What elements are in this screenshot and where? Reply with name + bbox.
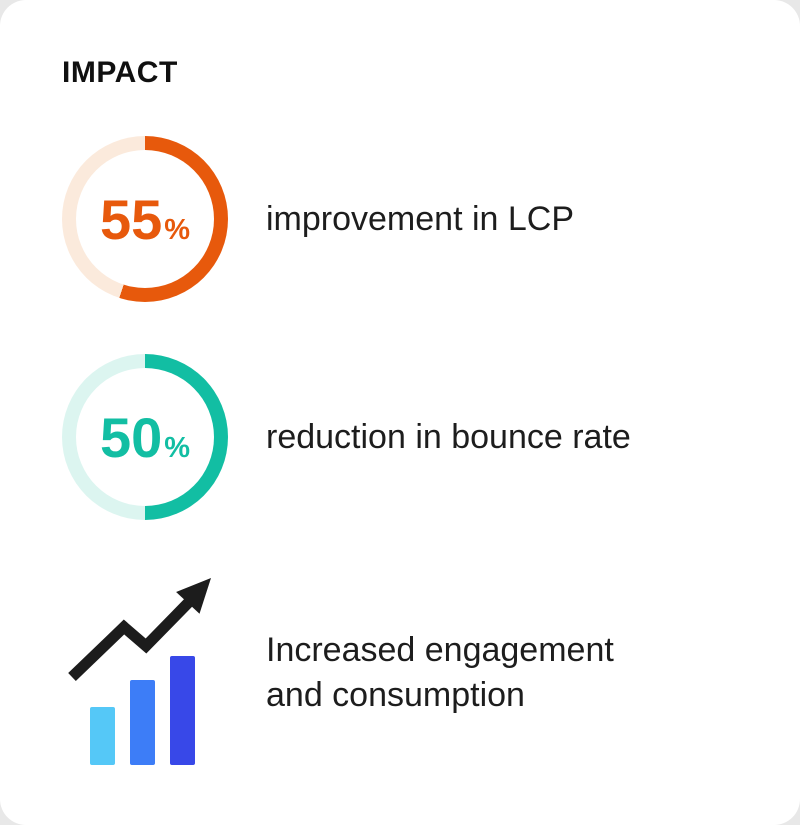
bar-tall <box>170 656 195 765</box>
lcp-donut-cell: 55 % <box>62 136 266 302</box>
bar-medium <box>130 680 155 765</box>
bounce-rate-label: reduction in bounce rate <box>266 417 631 456</box>
lcp-value-unit: % <box>164 213 191 246</box>
bounce-donut-value: 50 % <box>100 405 190 470</box>
engagement-label: Increased engagement and consumption <box>266 630 614 714</box>
lcp-value-number: 55 <box>99 187 163 251</box>
impact-heading: IMPACT <box>62 56 178 89</box>
stat-row-engagement: Increased engagement and consumption <box>62 572 738 773</box>
bounce-value-number: 50 <box>99 405 163 469</box>
growth-arrow-head <box>176 578 211 614</box>
bar-short <box>90 707 115 765</box>
growth-bar-chart-svg <box>68 578 211 765</box>
bounce-value-unit: % <box>164 431 191 464</box>
lcp-donut-value: 55 % <box>100 187 190 252</box>
bounce-donut-cell: 50 % <box>62 354 266 520</box>
stat-row-lcp: 55 % improvement in LCP <box>62 136 738 302</box>
growth-arrow-line <box>68 597 194 681</box>
lcp-donut-chart: 55 % <box>62 136 228 302</box>
lcp-donut-hole <box>76 150 214 288</box>
growth-bar-chart-icon <box>68 572 218 773</box>
bounce-donut-hole <box>76 368 214 506</box>
engagement-icon-cell <box>62 572 266 773</box>
lcp-label: improvement in LCP <box>266 199 575 238</box>
bounce-rate-donut-chart: 50 % <box>62 354 228 520</box>
stat-row-bounce-rate: 50 % reduction in bounce rate <box>62 354 738 520</box>
